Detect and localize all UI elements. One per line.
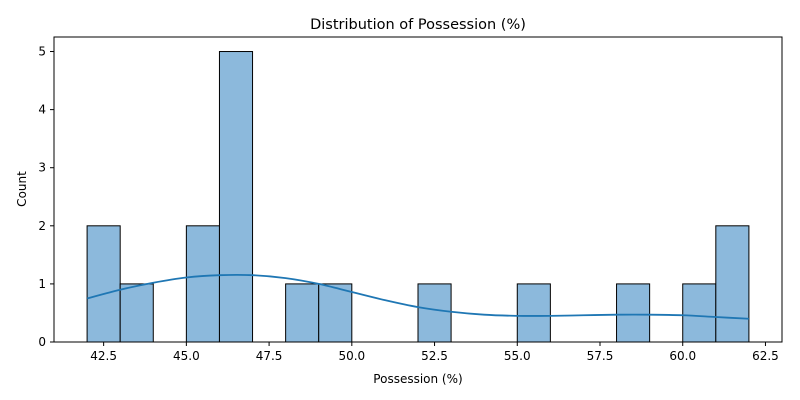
histogram-bar: [285, 283, 320, 343]
histogram-bar: [715, 225, 750, 343]
y-axis-ticks: 0 1 2 3 4 5: [38, 45, 54, 349]
histogram-bar: [417, 283, 452, 343]
histogram-bar: [86, 225, 121, 343]
y-tick-label: 5: [38, 45, 46, 59]
histogram-bar: [616, 283, 651, 343]
histogram-bar: [119, 283, 154, 343]
histogram-bar: [318, 283, 353, 343]
plot-frame: [53, 36, 783, 343]
x-tick-label: 57.5: [587, 349, 614, 363]
x-axis-ticks: 42.5 45.0 47.5 50.0 52.5 55.0 57.5 60.0 62.5: [90, 342, 779, 363]
kde-line: [86, 273, 749, 320]
x-axis-label: Possession (%): [373, 372, 462, 386]
y-tick-label: 1: [38, 277, 46, 291]
y-tick-label: 3: [38, 161, 46, 175]
x-tick-label: 50.0: [338, 349, 365, 363]
histogram-bar: [218, 51, 254, 343]
x-tick-label: 42.5: [90, 349, 117, 363]
histogram-bar: [185, 225, 220, 343]
x-tick-label: 52.5: [421, 349, 448, 363]
x-tick-label: 47.5: [256, 349, 283, 363]
x-tick-label: 55.0: [504, 349, 531, 363]
y-tick-label: 0: [38, 335, 46, 349]
y-tick-label: 4: [38, 103, 46, 117]
y-tick-label: 2: [38, 219, 46, 233]
y-axis-label: Count: [15, 171, 29, 207]
x-tick-label: 60.0: [669, 349, 696, 363]
histogram-bar: [516, 283, 551, 343]
x-tick-label: 62.5: [752, 349, 779, 363]
x-tick-label: 45.0: [173, 349, 200, 363]
histogram-bar: [682, 283, 717, 343]
chart-title: Distribution of Possession (%): [310, 17, 526, 33]
bars-group: [86, 51, 750, 343]
